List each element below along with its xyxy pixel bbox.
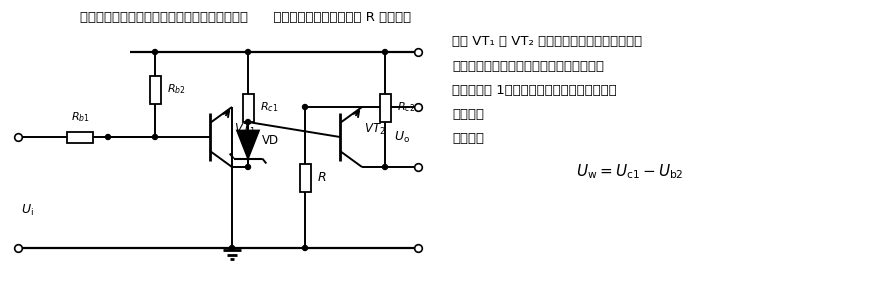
Text: $R$: $R$	[317, 171, 326, 184]
Text: 保证整个电路的正常工作。这种电路的耦合: 保证整个电路的正常工作。这种电路的耦合	[452, 60, 604, 73]
Text: $R_{c1}$: $R_{c1}$	[260, 100, 278, 114]
Text: $U_{\rm o}$: $U_{\rm o}$	[394, 129, 410, 145]
Polygon shape	[237, 130, 259, 158]
Bar	[379, 94, 391, 122]
Circle shape	[229, 245, 235, 250]
Circle shape	[153, 134, 158, 140]
Circle shape	[383, 50, 387, 55]
Circle shape	[245, 119, 251, 124]
Bar	[243, 94, 253, 122]
Bar	[300, 164, 310, 191]
Text: VD: VD	[262, 134, 279, 147]
Text: $U_{\rm w} = U_{\rm c1} - U_{\rm b2}$: $U_{\rm w} = U_{\rm c1} - U_{\rm b2}$	[576, 162, 684, 181]
Circle shape	[245, 50, 251, 55]
Text: $R_{b1}$: $R_{b1}$	[70, 110, 89, 124]
Text: 系数近似于 1。选择稳压二极管时，其稳定电: 系数近似于 1。选择稳压二极管时，其稳定电	[452, 84, 616, 97]
Circle shape	[302, 245, 308, 250]
Circle shape	[245, 164, 251, 169]
Bar	[150, 76, 161, 103]
Text: $VT_2$: $VT_2$	[364, 122, 385, 136]
Circle shape	[153, 50, 158, 55]
Text: 用稳压二极管和电阵分压的直接耦合电路，如图      所示。通过稳压二极管和 R 的分压，: 用稳压二极管和电阵分压的直接耦合电路，如图 所示。通过稳压二极管和 R 的分压，	[80, 11, 411, 24]
Text: $U_{\rm i}$: $U_{\rm i}$	[21, 202, 34, 217]
Text: 可使 VT₁ 和 VT₂ 都有较合适的静态工作点，以: 可使 VT₁ 和 VT₂ 都有较合适的静态工作点，以	[452, 35, 642, 48]
Bar	[67, 131, 93, 142]
Circle shape	[383, 164, 387, 169]
Text: 压値应为: 压値应为	[452, 108, 484, 121]
Text: 压値应为: 压値应为	[452, 132, 484, 145]
Circle shape	[302, 104, 308, 110]
Text: $R_{b2}$: $R_{b2}$	[167, 82, 186, 96]
Text: $VT_1$: $VT_1$	[234, 122, 256, 136]
Circle shape	[105, 134, 111, 140]
Text: $R_{c2}$: $R_{c2}$	[397, 100, 415, 114]
